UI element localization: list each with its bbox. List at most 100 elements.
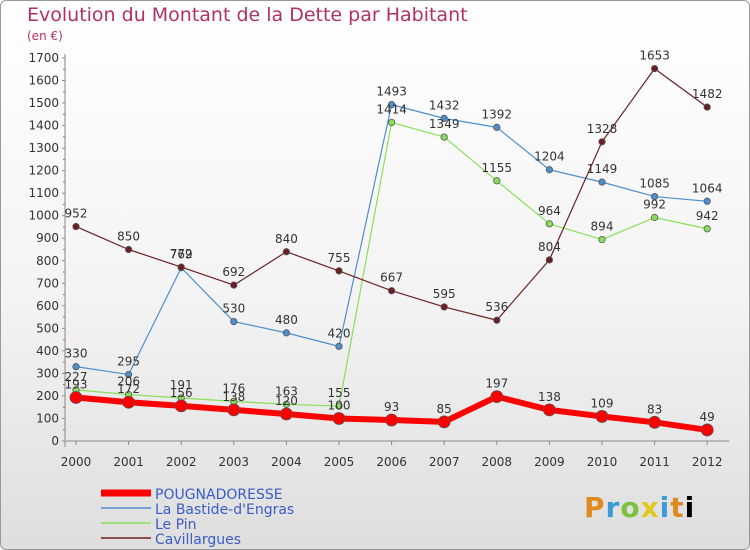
series-point: [125, 370, 133, 379]
data-label: 172: [117, 382, 140, 396]
x-tick-label: 2000: [61, 455, 92, 469]
data-label: 85: [437, 402, 452, 416]
series-point: [385, 413, 399, 427]
data-label: 176: [222, 381, 245, 395]
series-point: [387, 101, 396, 109]
y-tick-label: 1000: [28, 209, 59, 223]
series-point: [543, 403, 556, 417]
data-label: 120: [275, 394, 298, 408]
y-tick-label: 500: [36, 321, 59, 335]
series-point: [545, 256, 554, 264]
data-label: 193: [65, 378, 88, 392]
series-point: [332, 412, 346, 425]
data-label: 138: [538, 390, 561, 404]
legend-label: POUGNADORESSE: [155, 487, 283, 503]
data-label: 1328: [587, 122, 618, 136]
series-point: [174, 399, 188, 413]
data-label: 840: [275, 232, 298, 246]
series-point: [650, 192, 659, 201]
chart-unit: (en €): [27, 29, 63, 43]
series-point: [598, 235, 606, 244]
data-label: 1155: [482, 161, 513, 175]
legend-label: Cavillargues: [155, 532, 241, 548]
data-label: 197: [485, 377, 508, 391]
x-tick-label: 2011: [639, 455, 670, 469]
data-label: 155: [328, 386, 351, 400]
legend-label: La Bastide-d'Engras: [155, 502, 294, 518]
data-label: 83: [647, 402, 662, 416]
series-point: [282, 400, 290, 408]
series-point: [650, 213, 659, 222]
data-label: 1482: [692, 87, 723, 101]
data-label: 894: [591, 220, 614, 234]
data-label: 1414: [376, 102, 407, 116]
y-tick-label: 700: [36, 276, 59, 290]
x-tick-label: 2001: [113, 455, 144, 469]
data-label: 1149: [587, 162, 618, 176]
data-label: 138: [222, 390, 245, 404]
y-tick-label: 1600: [28, 74, 59, 88]
y-tick-label: 900: [36, 231, 59, 245]
series-point: [335, 267, 343, 275]
series-point: [227, 403, 241, 417]
series-point: [387, 287, 396, 295]
series-point: [282, 248, 290, 256]
series-point: [493, 177, 501, 185]
data-label: 769: [170, 248, 193, 262]
legend-label: Le Pin: [155, 517, 197, 533]
series-line: [75, 104, 708, 376]
series-point: [122, 395, 135, 409]
series-point: [595, 410, 609, 423]
series-point: [230, 281, 238, 289]
y-tick-label: 800: [36, 254, 59, 268]
series-point: [69, 391, 83, 404]
x-tick-label: 2003: [219, 455, 250, 469]
series-point: [282, 329, 290, 337]
series-point: [703, 225, 711, 233]
data-label: 772: [170, 247, 193, 261]
data-label: 1432: [429, 98, 460, 112]
y-tick-label: 600: [36, 299, 59, 313]
data-label: 1064: [692, 181, 723, 195]
data-label: 667: [380, 271, 403, 285]
y-tick-label: 1300: [28, 141, 59, 155]
x-tick-label: 2010: [587, 455, 618, 469]
proxiti-logo: Proxiti: [584, 491, 696, 524]
series-point: [703, 197, 711, 205]
data-label: 992: [643, 198, 666, 212]
series-point: [493, 123, 501, 131]
data-label: 420: [328, 326, 351, 340]
y-tick-label: 1700: [28, 51, 59, 65]
x-tick-label: 2008: [482, 455, 513, 469]
series-point: [279, 407, 293, 421]
y-tick-label: 1200: [28, 164, 59, 178]
y-tick-label: 300: [36, 366, 59, 380]
data-label: 536: [485, 300, 508, 314]
x-tick-label: 2006: [376, 455, 407, 469]
data-label: 1349: [429, 117, 460, 131]
data-label: 1493: [376, 85, 407, 99]
y-tick-label: 1500: [28, 96, 59, 110]
series-point: [125, 245, 133, 254]
x-tick-label: 2012: [692, 455, 723, 469]
data-label: 480: [275, 313, 298, 327]
series-point: [648, 415, 661, 429]
y-tick-label: 1100: [28, 186, 59, 200]
data-label: 191: [170, 378, 193, 392]
data-label: 964: [538, 204, 561, 218]
series-point: [700, 423, 714, 437]
data-label: 755: [328, 251, 351, 265]
data-label: 1392: [482, 107, 513, 121]
data-label: 595: [433, 287, 456, 301]
series-point: [650, 64, 659, 73]
data-label: 330: [65, 347, 88, 361]
series-point: [335, 342, 343, 350]
series-point: [598, 178, 606, 186]
series-point: [230, 317, 238, 326]
y-tick-label: 400: [36, 344, 59, 358]
y-tick-label: 1400: [28, 119, 59, 133]
x-tick-label: 2004: [271, 455, 302, 469]
y-tick-label: 200: [36, 389, 59, 403]
data-label: 1204: [534, 150, 565, 164]
